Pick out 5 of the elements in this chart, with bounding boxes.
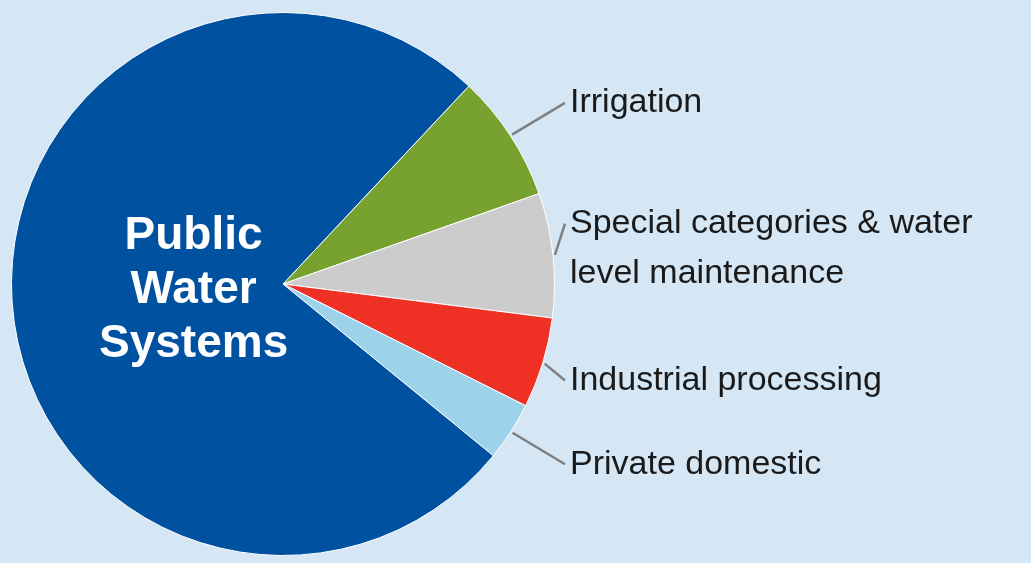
slice-label: Special categories & water level maintenance — [570, 202, 973, 291]
slice-label: Public Water Systems — [98, 206, 289, 367]
slice-label: Irrigation — [570, 81, 703, 120]
slice-label: Private domestic — [570, 442, 822, 481]
slice-label: Industrial processing — [570, 358, 882, 397]
